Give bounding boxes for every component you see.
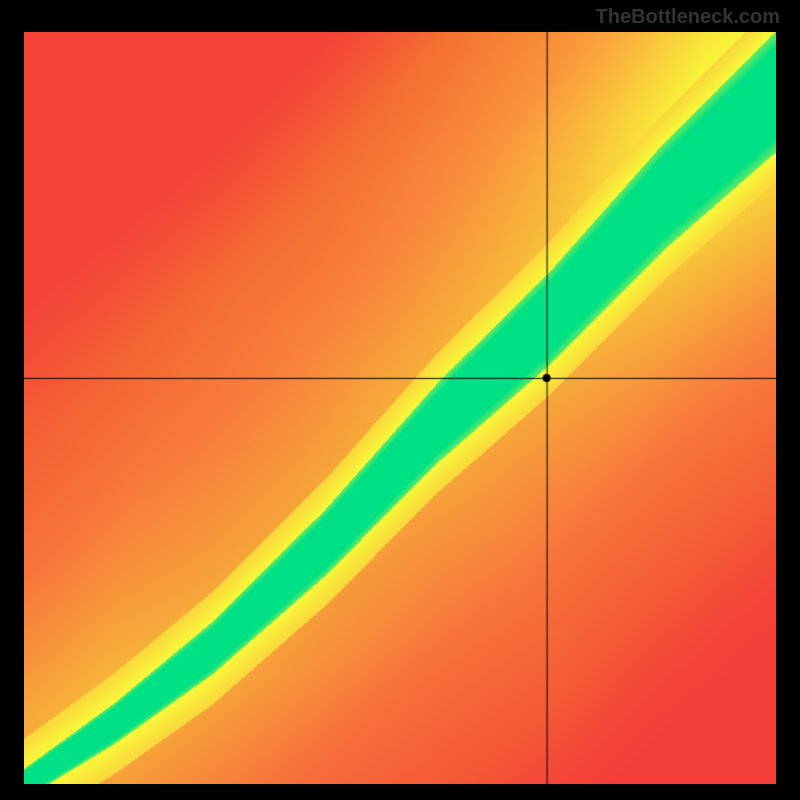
heatmap-plot-area bbox=[24, 32, 776, 784]
chart-container: TheBottleneck.com bbox=[0, 0, 800, 800]
watermark-text: TheBottleneck.com bbox=[596, 6, 780, 29]
heatmap-canvas bbox=[24, 32, 776, 784]
